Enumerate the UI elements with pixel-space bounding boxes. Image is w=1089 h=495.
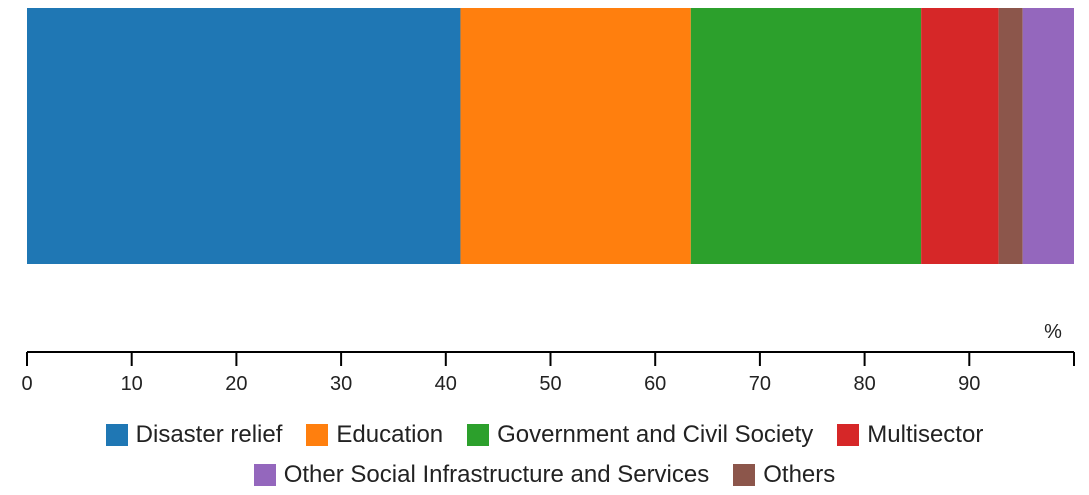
- legend-item: Disaster relief: [105, 421, 283, 449]
- legend-item: Others: [733, 461, 835, 489]
- legend-item: Other Social Infrastructure and Services: [253, 461, 710, 489]
- x-tick-label: 40: [435, 373, 457, 395]
- legend-swatch: [105, 424, 128, 446]
- legend-row: Other Social Infrastructure and Services…: [0, 455, 1089, 495]
- x-tick-label: 30: [330, 373, 352, 395]
- bar-segment-disaster-relief: [27, 8, 461, 264]
- x-axis: % 0 10 20 30 40 50 60 70 80 90: [21, 321, 1075, 395]
- bar-segment-others: [998, 8, 1023, 264]
- x-tick-label: 90: [958, 373, 980, 395]
- x-tick-label: 10: [121, 373, 143, 395]
- bar-segment-government-and-civil-society: [690, 8, 922, 264]
- legend-item: Multisector: [837, 421, 983, 449]
- x-tick-label: 0: [21, 373, 32, 395]
- x-tick-label: 60: [644, 373, 666, 395]
- legend-label: Others: [763, 461, 836, 488]
- x-tick-label: 80: [853, 373, 875, 395]
- bar-segment-other-social-infrastructure-and-services: [1022, 8, 1074, 264]
- stacked-bar-chart: % 0 10 20 30 40 50 60 70 80 90: [21, 8, 1075, 395]
- bar-segments: [27, 8, 1074, 264]
- x-tick-label: 20: [225, 373, 247, 395]
- axis-unit-label: %: [1044, 321, 1062, 343]
- bar-segment-multisector: [921, 8, 999, 264]
- legend-row: Disaster relief Education Government and C…: [0, 415, 1089, 455]
- legend-swatch: [733, 464, 756, 486]
- legend: Disaster relief Education Government and C…: [0, 415, 1089, 495]
- legend-swatch: [306, 424, 329, 446]
- legend-item: Education: [306, 421, 443, 449]
- legend-label: Education: [336, 421, 444, 448]
- legend-label: Multisector: [867, 421, 984, 448]
- legend-swatch: [837, 424, 860, 446]
- legend-label: Government and Civil Society: [497, 421, 814, 448]
- legend-item: Government and Civil Society: [467, 421, 813, 449]
- legend-label: Disaster relief: [135, 421, 283, 448]
- x-tick-label: 50: [539, 373, 561, 395]
- legend-swatch: [467, 424, 490, 446]
- x-tick-label: 70: [749, 373, 771, 395]
- legend-label: Other Social Infrastructure and Services: [283, 461, 710, 488]
- bar-segment-education: [460, 8, 691, 264]
- legend-swatch: [253, 464, 276, 486]
